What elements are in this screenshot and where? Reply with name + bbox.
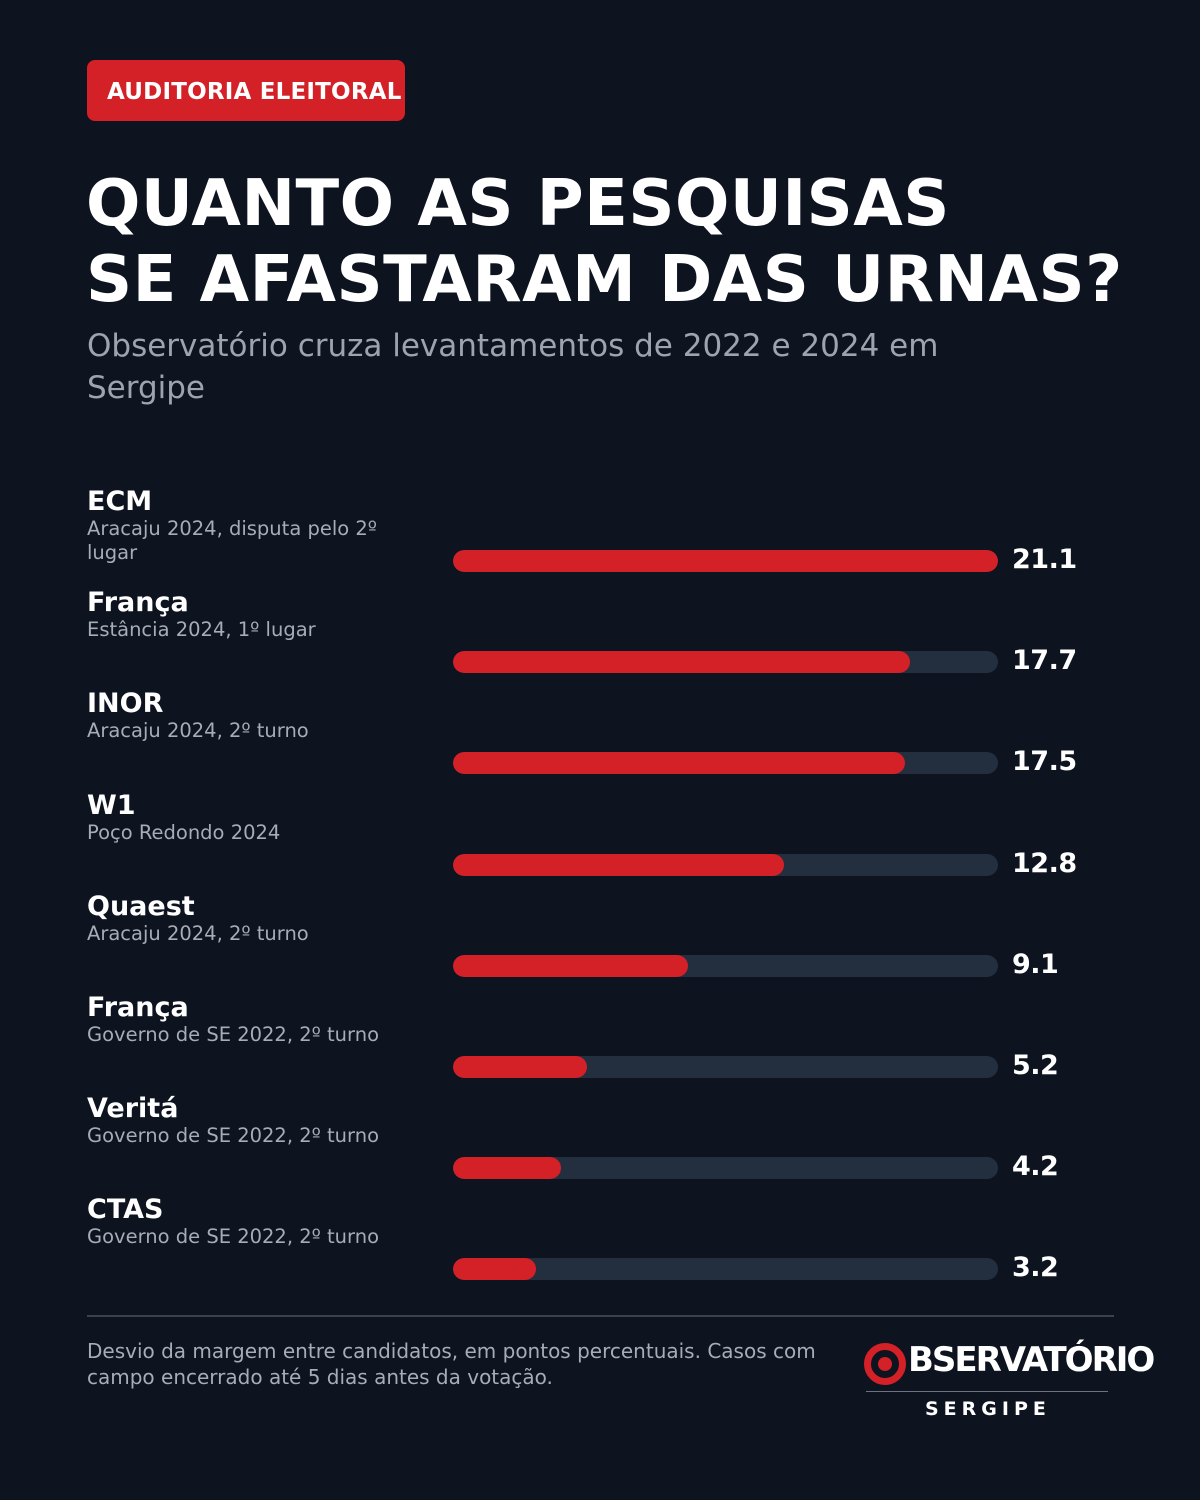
bar-value-label: 9.1: [1012, 948, 1059, 980]
row-description: Estância 2024, 1º lugar: [87, 618, 316, 642]
bar-value-label: 21.1: [1012, 544, 1077, 575]
row-description: Governo de SE 2022, 2º turno: [87, 1124, 379, 1148]
logo-rule: [866, 1391, 1108, 1392]
bar-fill: [453, 651, 911, 674]
bar-track: [453, 1157, 998, 1180]
chart-row: W1 Poço Redondo 2024 12.8: [0, 790, 1200, 905]
row-description: Aracaju 2024, disputa pelo 2º lugar: [87, 517, 377, 564]
logo-o-mark-icon: [864, 1343, 906, 1385]
chart-row: França Governo de SE 2022, 2º turno 5.2: [0, 992, 1200, 1107]
row-pollster-label: CTAS: [87, 1194, 164, 1226]
page-title: QUANTO AS PESQUISAS SE AFASTARAM DAS URN…: [86, 166, 1123, 318]
row-pollster-label: Veritá: [87, 1093, 179, 1125]
chart-row: ECM Aracaju 2024, disputa pelo 2º lugar 21…: [0, 486, 1200, 601]
row-description: Aracaju 2024, 2º turno: [87, 921, 309, 945]
bar-track: [453, 954, 998, 977]
row-pollster-label: INOR: [87, 688, 164, 720]
bar-fill: [453, 550, 998, 572]
bar-chart: ECM Aracaju 2024, disputa pelo 2º lugar 21…: [0, 486, 1200, 1283]
row-description: Poço Redondo 2024: [87, 820, 281, 844]
row-pollster-label: W1: [87, 789, 136, 821]
row-pollster-label: ECM: [87, 486, 153, 517]
bar-fill: [453, 853, 784, 876]
row-description: Governo de SE 2022, 2º turno: [87, 1023, 379, 1046]
footnote: Desvio da margem entre candidatos, em po…: [87, 1339, 816, 1389]
chart-row: Veritá Governo de SE 2022, 2º turno 4.2: [0, 1093, 1200, 1208]
bar-value-label: 17.7: [1012, 645, 1077, 677]
row-description: Governo de SE 2022, 2º turno: [87, 1225, 379, 1249]
title-line-1: QUANTO AS PESQUISAS: [86, 167, 950, 241]
bar-track: [453, 853, 998, 876]
bar-track: [453, 1056, 998, 1078]
footer-divider: [87, 1315, 1114, 1317]
bar-track: [453, 1258, 998, 1281]
chart-row: CTAS Governo de SE 2022, 2º turno 3.2: [0, 1194, 1200, 1309]
bar-track: [453, 651, 998, 674]
bar-value-label: 12.8: [1012, 847, 1077, 879]
bar-track: [453, 550, 998, 572]
bar-value-label: 17.5: [1012, 746, 1077, 778]
logo-wordmark: BSERVATÓRIO: [908, 1340, 1155, 1380]
title-line-2: SE AFASTARAM DAS URNAS?: [86, 243, 1123, 317]
bar-value-label: 5.2: [1012, 1050, 1059, 1081]
bar-track: [453, 752, 998, 775]
bar-fill: [453, 1157, 562, 1180]
category-badge: AUDITORIA ELEITORAL: [87, 60, 405, 121]
row-pollster-label: França: [87, 587, 189, 619]
bar-fill: [453, 1056, 588, 1078]
bar-value-label: 3.2: [1012, 1252, 1059, 1284]
observatorio-logo: BSERVATÓRIO SERGIPE: [862, 1340, 1155, 1424]
bar-fill: [453, 954, 689, 977]
row-pollster-label: França: [87, 992, 189, 1023]
bar-fill: [453, 1258, 536, 1281]
logo-subtitle: SERGIPE: [925, 1398, 1051, 1420]
chart-row: INOR Aracaju 2024, 2º turno 17.5: [0, 688, 1200, 803]
chart-row: Quaest Aracaju 2024, 2º turno 9.1: [0, 891, 1200, 1006]
row-pollster-label: Quaest: [87, 890, 195, 922]
bar-value-label: 4.2: [1012, 1151, 1059, 1183]
bar-fill: [453, 752, 905, 775]
row-description: Aracaju 2024, 2º turno: [87, 719, 309, 743]
page-subtitle: Observatório cruza levantamentos de 2022…: [87, 328, 939, 406]
chart-row: França Estância 2024, 1º lugar 17.7: [0, 587, 1200, 702]
